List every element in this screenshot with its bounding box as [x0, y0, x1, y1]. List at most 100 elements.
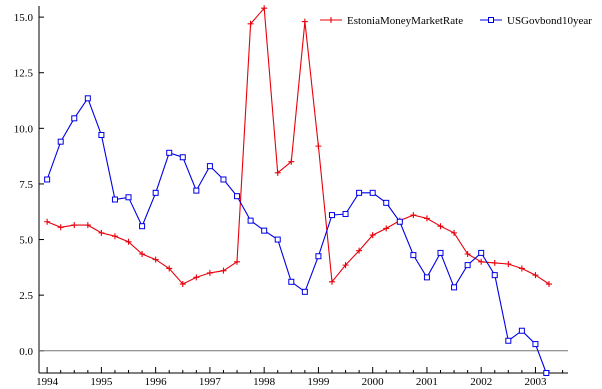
data-point: [179, 281, 186, 288]
series-line: [46, 97, 547, 374]
data-point: [193, 274, 200, 281]
data-point: [220, 267, 227, 274]
data-point: [139, 223, 146, 230]
data-point: [518, 265, 525, 272]
data-point: [261, 5, 268, 12]
y-tick-label: 2.5: [19, 290, 33, 302]
data-point: [543, 370, 550, 376]
data-point: [220, 176, 227, 183]
legend-swatch-marker: [328, 17, 334, 23]
data-point: [396, 218, 403, 225]
x-tick-label: 1996: [145, 376, 168, 388]
x-tick-label: 2001: [416, 376, 438, 388]
data-point: [491, 259, 498, 266]
data-point: [125, 238, 132, 245]
series-us-govbond-10year: [44, 95, 550, 376]
data-point: [44, 218, 51, 225]
x-tick-label: 1995: [90, 376, 113, 388]
data-point: [464, 262, 471, 269]
data-point: [383, 225, 390, 232]
data-point: [301, 18, 308, 25]
data-point: [478, 249, 485, 256]
series-estonia-money-market-rate: [44, 5, 553, 288]
data-point: [111, 233, 118, 240]
data-point: [179, 154, 186, 161]
data-point: [152, 256, 159, 263]
x-tick-label: 1997: [199, 376, 222, 388]
data-point: [505, 337, 512, 344]
data-point: [437, 249, 444, 256]
y-tick-label: 15.0: [14, 12, 34, 24]
data-point: [98, 132, 105, 139]
data-point: [410, 252, 417, 259]
data-point: [139, 251, 146, 258]
data-point: [166, 149, 173, 156]
x-tick-label: 2002: [470, 376, 492, 388]
data-point: [356, 189, 363, 196]
legend-swatch-marker: [488, 17, 494, 23]
legend-item: EstoniaMoneyMarketRate: [320, 15, 463, 27]
y-tick-label: 12.5: [14, 68, 34, 80]
x-tick-label: 2003: [524, 376, 547, 388]
data-point: [274, 236, 281, 243]
data-point: [44, 176, 51, 183]
data-point: [274, 169, 281, 176]
data-point: [328, 212, 335, 219]
legend-label: EstoniaMoneyMarketRate: [347, 15, 463, 27]
data-point: [518, 327, 525, 334]
series-group: [44, 5, 553, 376]
y-tick-label: 7.5: [19, 179, 33, 191]
data-point: [247, 217, 254, 224]
data-point: [423, 215, 430, 222]
data-point: [193, 187, 200, 194]
y-tick-label: 10.0: [14, 123, 34, 135]
data-point: [261, 227, 268, 234]
y-tick-label: 0.0: [19, 346, 33, 358]
data-point: [288, 278, 295, 285]
data-point: [356, 247, 363, 254]
data-point: [369, 232, 376, 239]
data-point: [71, 115, 78, 122]
data-point: [546, 281, 553, 288]
data-point: [57, 224, 64, 231]
data-point: [505, 261, 512, 268]
data-point: [206, 269, 213, 276]
data-point: [247, 20, 254, 27]
data-point: [98, 229, 105, 236]
axes: 0.0 2.5 5.0 7.5 10.0 12.5 15.0 1994 1995 1996 1997…: [14, 6, 568, 388]
legend-label: USGovbond10year: [507, 15, 592, 27]
data-point: [532, 272, 539, 279]
data-point: [234, 193, 241, 200]
data-point: [451, 229, 458, 236]
data-point: [532, 341, 539, 348]
data-point: [71, 222, 78, 229]
data-point: [410, 212, 417, 219]
data-point: [478, 258, 485, 265]
data-point: [111, 196, 118, 203]
data-point: [369, 189, 376, 196]
data-point: [57, 138, 64, 145]
data-point: [84, 95, 91, 102]
data-point: [301, 288, 308, 295]
data-point: [125, 194, 132, 201]
data-point: [152, 189, 159, 196]
data-point: [451, 284, 458, 291]
data-point: [206, 163, 213, 170]
data-point: [315, 253, 322, 260]
data-point: [342, 262, 349, 269]
data-point: [464, 251, 471, 258]
x-tick-label: 1999: [307, 376, 330, 388]
data-point: [437, 223, 444, 230]
data-point: [423, 274, 430, 281]
x-tick-label: 1998: [253, 376, 276, 388]
x-tick-label: 1994: [36, 376, 59, 388]
data-point: [328, 278, 335, 285]
x-tick-label: 2000: [362, 376, 385, 388]
series-line: [46, 6, 550, 285]
data-point: [383, 199, 390, 206]
data-point: [288, 158, 295, 165]
data-point: [84, 222, 91, 229]
data-point: [234, 258, 241, 265]
legend-item: USGovbond10year: [480, 15, 592, 27]
data-point: [342, 210, 349, 217]
